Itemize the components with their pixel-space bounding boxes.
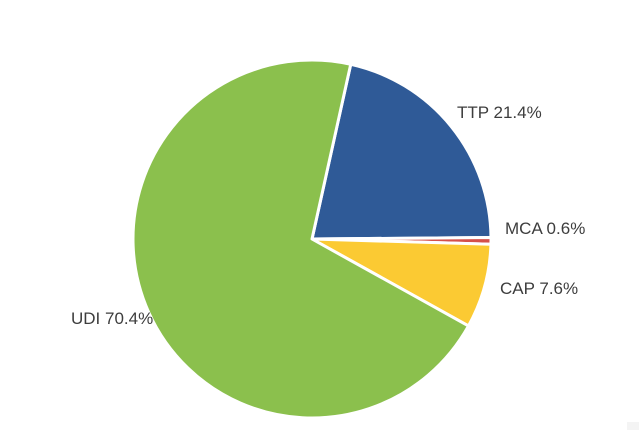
slice-label-mca: MCA 0.6% — [505, 219, 586, 238]
watermark-block — [627, 422, 639, 430]
slice-label-udi: UDI 70.4% — [71, 309, 154, 328]
slice-label-ttp: TTP 21.4% — [457, 103, 542, 122]
pie-slice-udi — [131, 58, 470, 420]
pie-slice-ttp — [310, 62, 493, 241]
slice-label-cap: CAP 7.6% — [500, 279, 579, 298]
